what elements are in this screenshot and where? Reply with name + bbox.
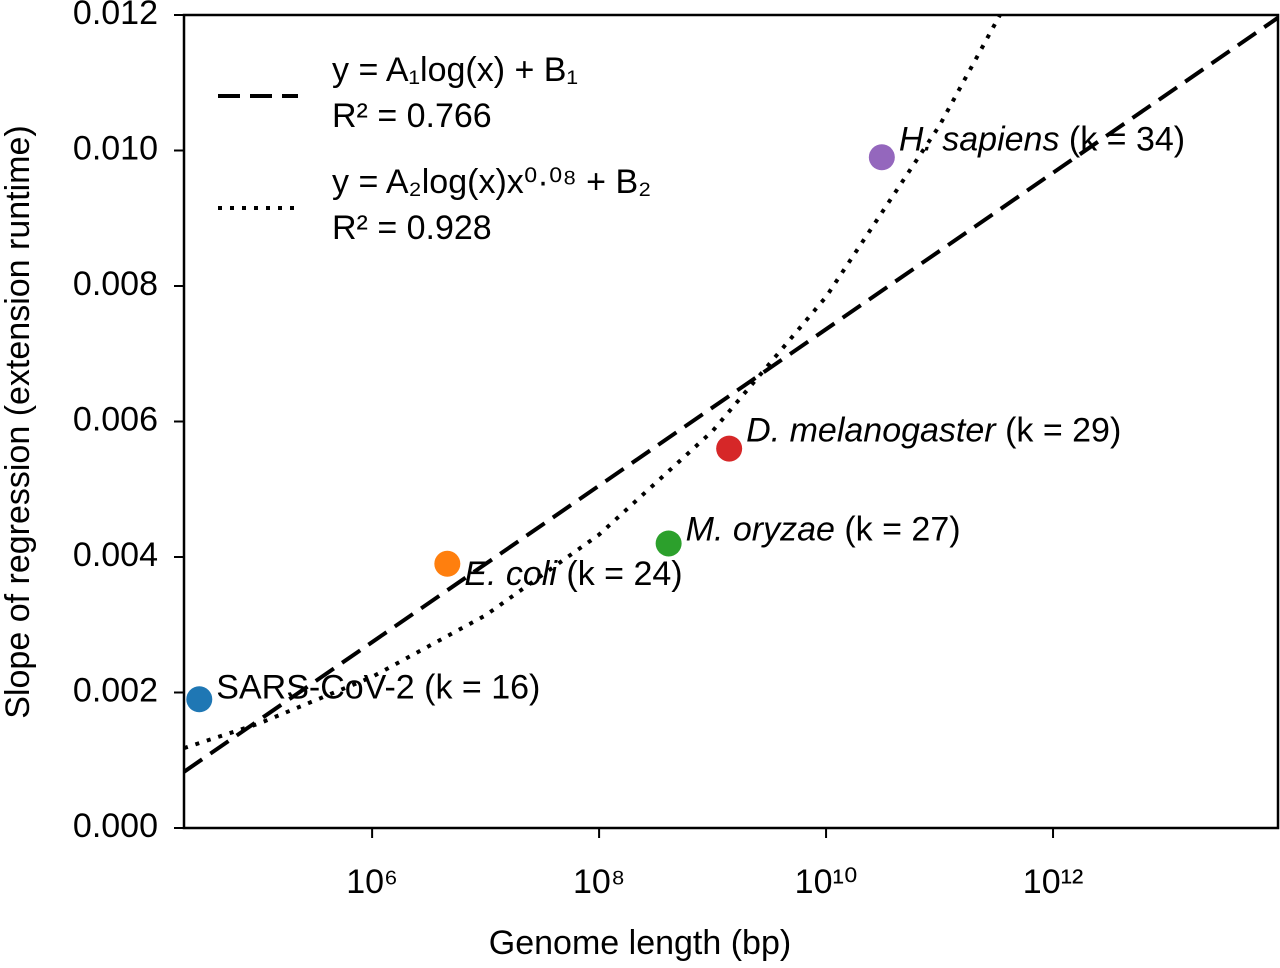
- y-tick-label: 0.012: [73, 0, 158, 32]
- species-name: E. coli: [464, 555, 558, 593]
- k-label: (k = 34): [1069, 120, 1185, 158]
- point-label: M. oryzae (k = 27): [686, 510, 961, 548]
- point-label: H. sapiens (k = 34): [899, 120, 1185, 158]
- x-tick-label: 10⁸: [573, 863, 625, 901]
- y-tick-label: 0.002: [73, 671, 158, 709]
- k-label: (k = 24): [566, 555, 682, 593]
- y-tick-label: 0.000: [73, 807, 158, 845]
- y-tick-label: 0.010: [73, 129, 158, 167]
- legend-label: y = A₂log(x)x⁰·⁰⁸ + B₂: [332, 163, 651, 201]
- point: [716, 435, 743, 462]
- y-tick-label: 0.004: [73, 536, 158, 574]
- fit-lines: [184, 15, 1278, 774]
- fit-line: [184, 15, 1002, 751]
- x-tick-label: 10¹⁰: [795, 863, 858, 901]
- species-name: SARS-CoV-2: [216, 668, 414, 706]
- k-label: (k = 29): [1005, 412, 1121, 450]
- point: [434, 550, 461, 577]
- point-label: SARS-CoV-2 (k = 16): [216, 668, 540, 706]
- fit-line: [184, 16, 1278, 774]
- k-label: (k = 16): [424, 668, 540, 706]
- species-name: D. melanogaster: [746, 412, 997, 450]
- y-tick-label: 0.008: [73, 265, 158, 303]
- plot-frame: [182, 13, 1280, 830]
- y-axis-label: Slope of regression (extension runtime): [0, 125, 37, 718]
- point-label: D. melanogaster (k = 29): [746, 412, 1121, 450]
- legend-label: y = A₁log(x) + B₁: [332, 51, 578, 89]
- species-name: H. sapiens: [899, 120, 1060, 158]
- x-axis-label: Genome length (bp): [489, 924, 791, 962]
- x-tick-label: 10⁶: [346, 863, 398, 901]
- legend-label: R² = 0.766: [332, 97, 492, 135]
- point-label: E. coli (k = 24): [464, 555, 682, 593]
- legend-label: R² = 0.928: [332, 209, 492, 247]
- k-label: (k = 27): [844, 510, 960, 548]
- point: [655, 530, 682, 557]
- species-name: M. oryzae: [686, 510, 835, 548]
- x-tick-label: 10¹²: [1023, 863, 1083, 901]
- y-tick-label: 0.006: [73, 400, 158, 438]
- point: [186, 686, 213, 713]
- point: [868, 144, 895, 171]
